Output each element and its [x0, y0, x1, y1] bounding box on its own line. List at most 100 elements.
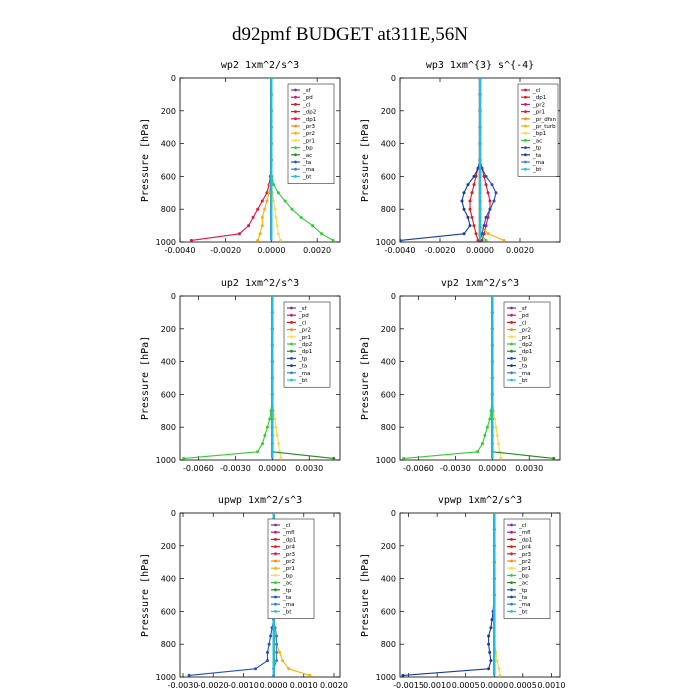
data-point — [267, 642, 271, 646]
plot-frame — [399, 512, 561, 678]
data-point — [311, 224, 315, 228]
legend-label: _mfl — [518, 530, 531, 536]
data-point — [494, 425, 498, 429]
x-tick-label: 0.0020 — [320, 681, 348, 690]
y-tick-label: 0 — [391, 74, 396, 83]
data-point — [287, 667, 291, 671]
legend-marker — [510, 581, 513, 584]
y-tick-label: 200 — [381, 325, 396, 334]
legend-marker — [510, 552, 513, 556]
legend-marker — [510, 559, 513, 563]
legend-marker — [510, 538, 513, 541]
y-axis-label: Pressure [hPa] — [360, 336, 371, 420]
legend-label: _bp — [282, 573, 293, 579]
data-point — [265, 425, 269, 429]
legend-label: _tp — [298, 356, 308, 362]
x-tick-label: -0.0060 — [403, 464, 434, 473]
panel-5: upwp 1xm^2/s^3 Pressure [hPa] 0 200 400 600 80… — [140, 495, 348, 690]
data-point — [189, 238, 193, 242]
data-point — [488, 207, 492, 211]
data-point — [182, 456, 186, 460]
legend-label: _ac — [282, 581, 292, 587]
data-point — [256, 450, 259, 454]
legend-marker — [510, 566, 513, 570]
panel-6: vpwp 1xm^2/s^3 Pressure [hPa] 0 200 400 600 80… — [360, 495, 565, 690]
x-tick-label: 0.0030 — [515, 464, 543, 473]
data-point — [272, 183, 276, 187]
data-point — [480, 166, 484, 170]
data-point — [258, 232, 262, 236]
legend-label: _cl — [518, 320, 527, 326]
legend-marker — [294, 124, 297, 128]
y-tick-label: 200 — [161, 325, 176, 334]
legend-label: _bp — [518, 573, 529, 579]
legend-marker — [510, 530, 513, 534]
legend-marker — [274, 588, 277, 592]
legend-marker — [290, 378, 293, 382]
legend-marker — [510, 588, 513, 592]
series-group — [189, 78, 335, 242]
legend-label: _pr2 — [298, 328, 311, 334]
y-tick-label: 600 — [161, 172, 176, 181]
y-tick-label: 400 — [381, 358, 396, 367]
data-point — [275, 433, 279, 437]
legend-marker — [290, 342, 293, 346]
data-point — [474, 232, 478, 236]
series-line-ta — [402, 513, 495, 676]
data-point — [493, 417, 497, 421]
y-tick-label: 200 — [161, 542, 176, 551]
legend: _cl_mfl_dp1_pr4_pr3_pr2_pr1_bp_ac_tp_ta_… — [267, 518, 315, 619]
data-point — [299, 215, 303, 219]
legend-marker — [290, 357, 293, 360]
series-line-ta — [189, 513, 275, 676]
legend-label: _sf — [518, 306, 528, 312]
y-tick-label: 0 — [391, 509, 396, 518]
legend-label: _bp1 — [532, 131, 546, 137]
data-point — [466, 215, 470, 219]
data-point — [290, 207, 294, 211]
data-point — [472, 224, 476, 228]
legend-marker — [524, 88, 527, 92]
data-point — [260, 224, 264, 228]
legend-marker — [274, 530, 277, 534]
series-group — [402, 296, 556, 460]
data-point — [402, 456, 406, 460]
panel-title: up2 1xm^2/s^3 — [221, 278, 299, 289]
panel-title: vpwp 1xm^2/s^3 — [438, 495, 522, 506]
data-point — [462, 191, 466, 195]
legend-marker — [524, 146, 527, 150]
legend-marker — [524, 153, 527, 157]
y-tick-label: 400 — [381, 140, 396, 149]
y-tick-label: 400 — [161, 575, 176, 584]
data-point — [476, 450, 479, 454]
data-point — [308, 673, 312, 677]
data-point — [486, 232, 490, 236]
legend-label: _pr2 — [282, 559, 295, 565]
x-tick-label: 0.0000 — [466, 246, 494, 255]
legend-label: _cl — [532, 88, 541, 94]
x-tick-label: 0.0010 — [290, 681, 318, 690]
plot-frame — [179, 77, 341, 243]
data-point — [492, 199, 496, 203]
legend-marker — [274, 610, 277, 613]
series-line-dp1 — [191, 78, 272, 241]
data-point — [268, 417, 272, 421]
legend-marker — [510, 335, 513, 339]
data-point — [489, 659, 493, 663]
data-point — [481, 442, 484, 446]
legend-marker — [290, 364, 293, 367]
data-point — [480, 232, 484, 236]
legend-label: _dp1 — [302, 117, 316, 123]
series-group — [182, 296, 336, 460]
legend-label: _mfl — [282, 530, 295, 536]
legend: _cl_dp1_pr2 _pr1_pr_dfsn_pr_turb_bp1_ac _t… — [517, 83, 559, 177]
plot-frame — [179, 295, 341, 461]
legend-label: _pr2 — [518, 559, 531, 565]
data-point — [495, 433, 499, 437]
legend-label: _bt — [518, 609, 528, 615]
legend-label: _ac — [518, 581, 528, 587]
legend-label: _pd — [518, 313, 529, 319]
legend-label: _pr1 — [518, 566, 531, 572]
data-point — [484, 174, 488, 178]
data-point — [279, 456, 283, 460]
